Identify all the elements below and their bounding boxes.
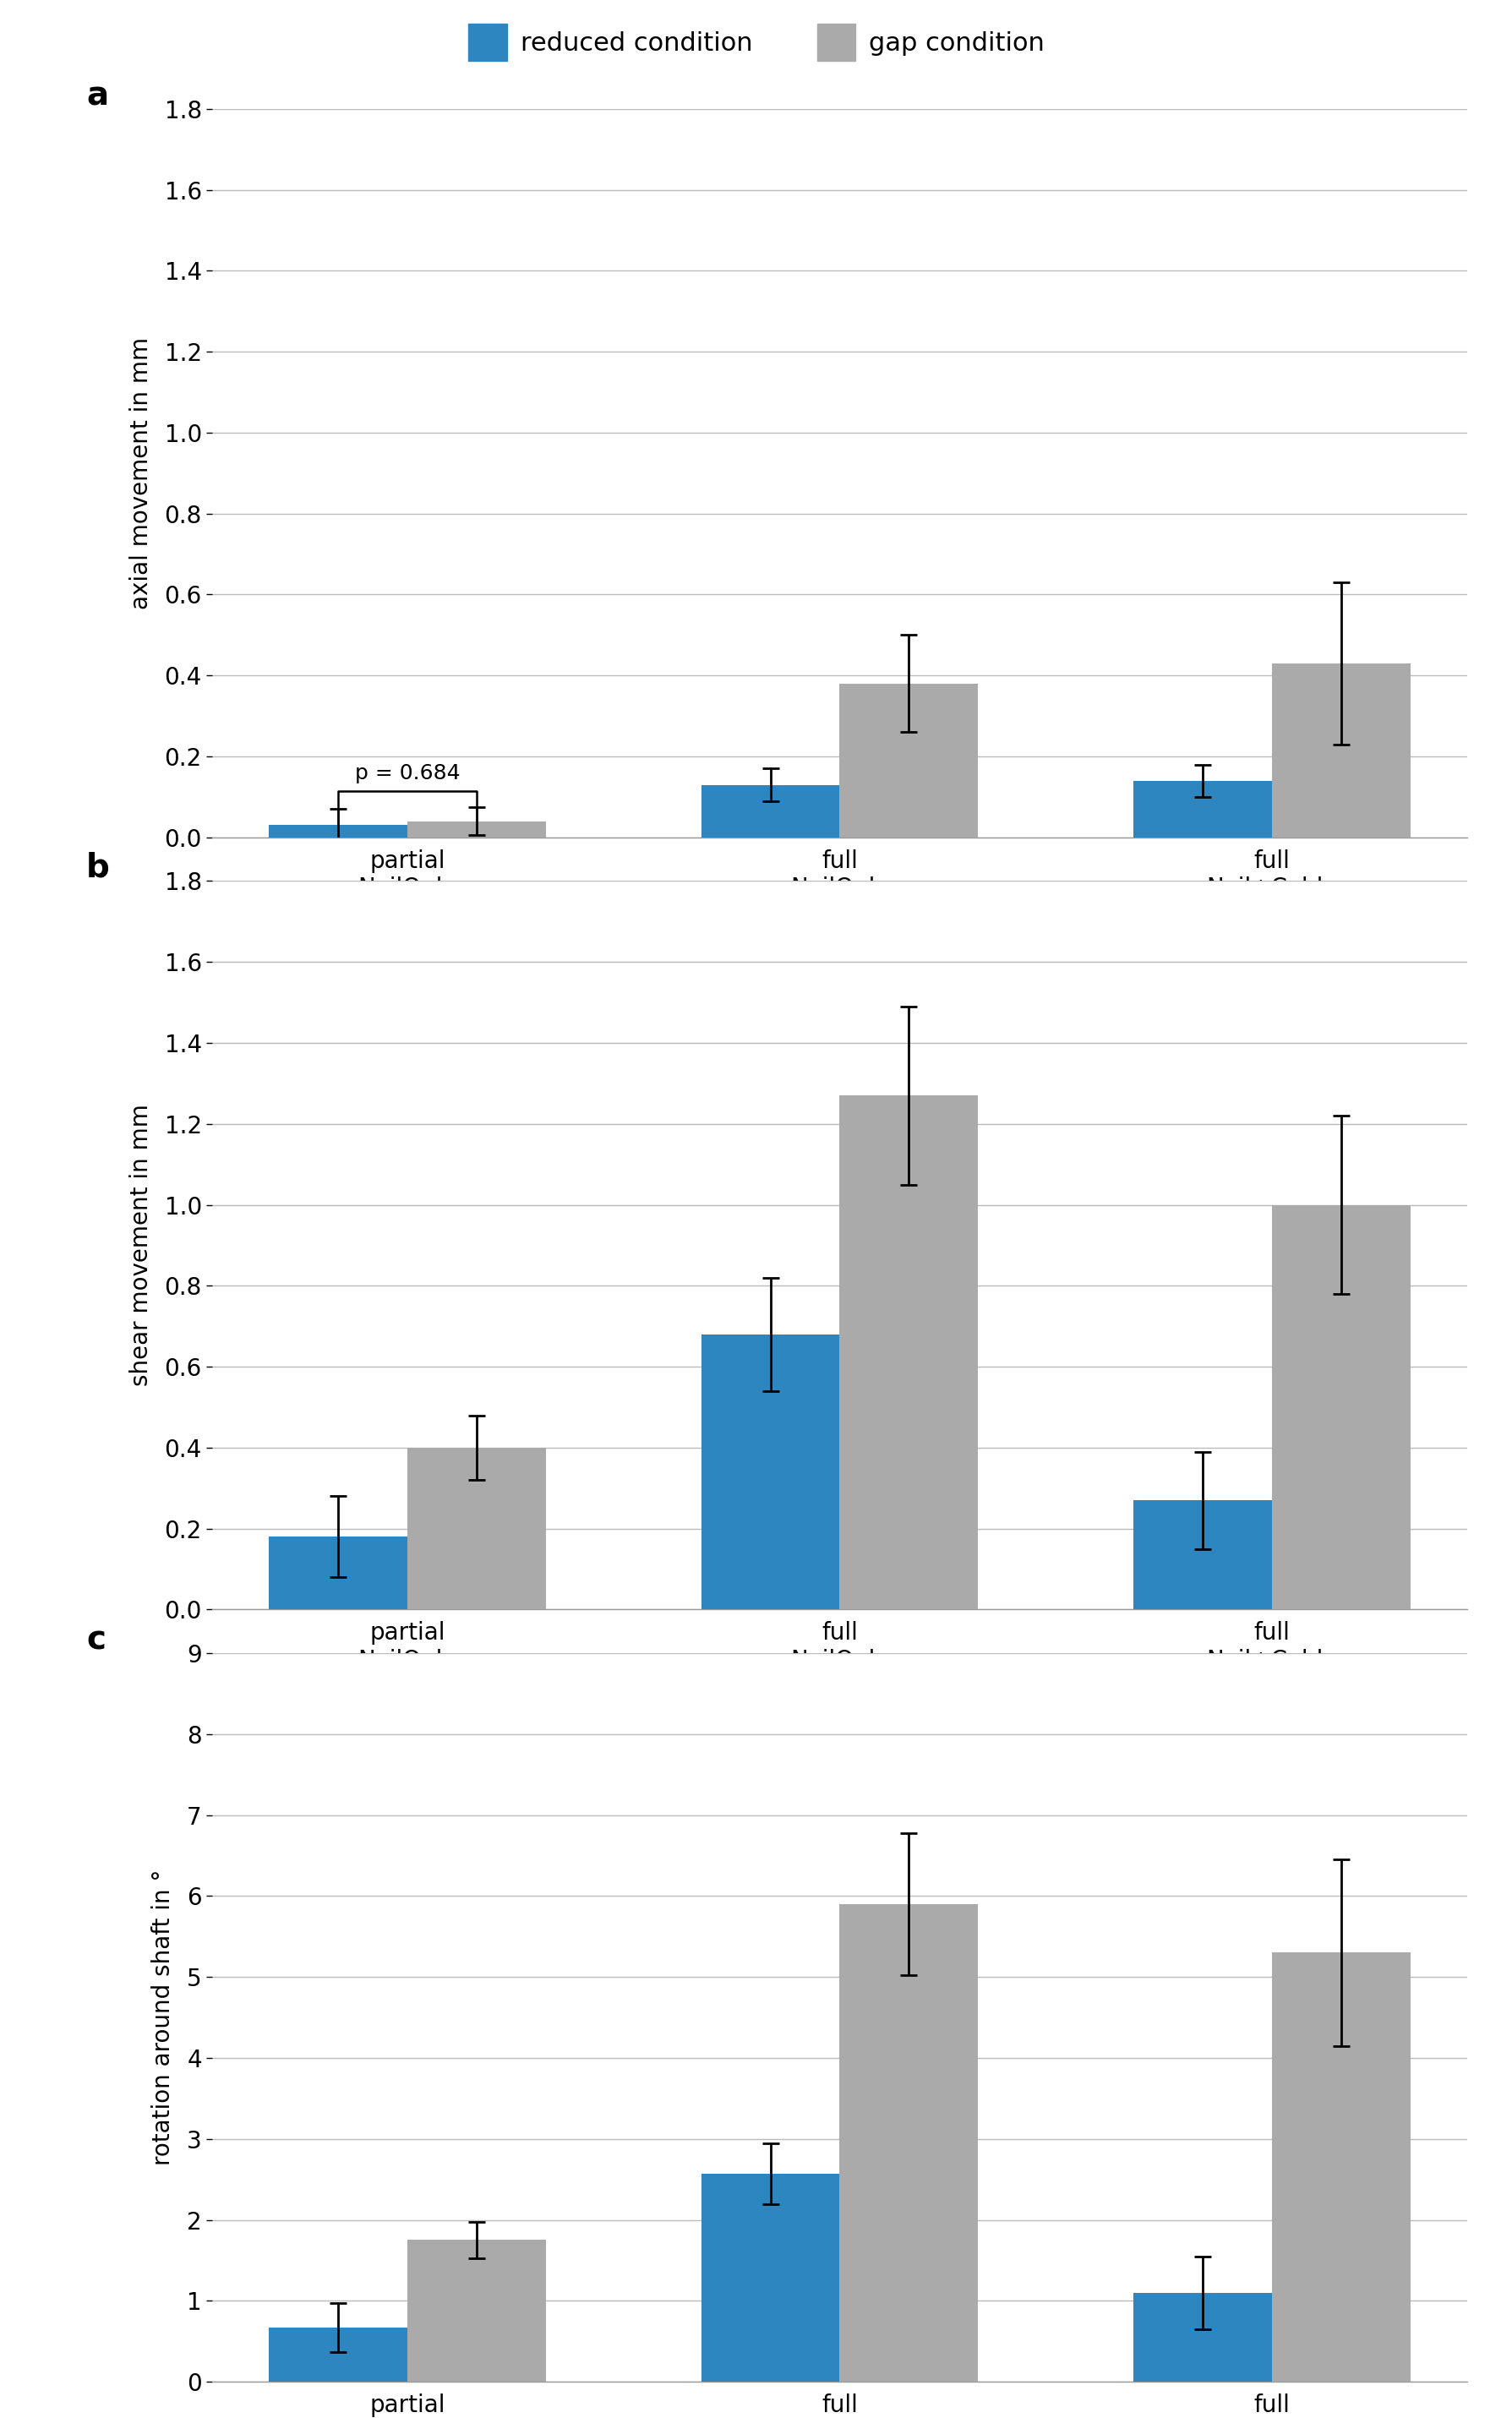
Text: c: c (86, 1625, 106, 1656)
Text: a: a (86, 80, 109, 111)
Y-axis label: axial movement in mm: axial movement in mm (129, 336, 153, 609)
Bar (1272, 663, 1409, 837)
Bar (407, 2239, 546, 2382)
Bar (702, 1335, 839, 1610)
Bar (407, 1448, 546, 1610)
Bar (839, 1095, 977, 1610)
Bar (407, 822, 546, 837)
Bar (702, 2174, 839, 2382)
Bar (702, 786, 839, 837)
Bar (1132, 1499, 1272, 1610)
Bar (1272, 1954, 1409, 2382)
Bar (1132, 781, 1272, 837)
Bar (269, 2329, 407, 2382)
Bar (269, 1538, 407, 1610)
Text: p = 0.684: p = 0.684 (354, 764, 460, 783)
Bar (839, 1903, 977, 2382)
Bar (839, 684, 977, 837)
Bar (1272, 1204, 1409, 1610)
Y-axis label: rotation around shaft in °: rotation around shaft in ° (151, 1869, 175, 2167)
Bar (269, 825, 407, 837)
Text: b: b (86, 851, 110, 885)
Legend: reduced condition, gap condition: reduced condition, gap condition (458, 15, 1054, 70)
Y-axis label: shear movement in mm: shear movement in mm (129, 1105, 153, 1386)
Bar (1132, 2292, 1272, 2382)
